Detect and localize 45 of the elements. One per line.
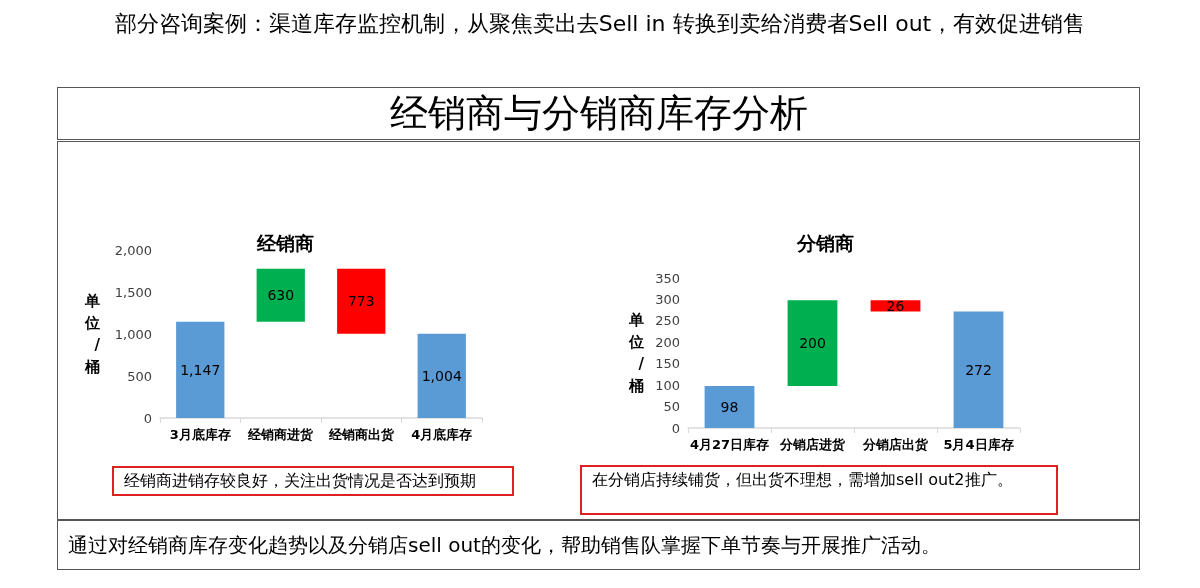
y-tick-label: 150	[655, 356, 680, 372]
y-tick-label: 2,000	[114, 242, 152, 258]
text: 经销商与分销商库存分析	[57, 87, 1140, 140]
y-tick-label: 1,500	[114, 284, 152, 300]
data-label: 26	[886, 297, 905, 314]
bar	[417, 333, 466, 418]
text: 通过对经销商库存变化趋势以及分销店sell out的变化，帮助销售队掌握下单节奏与开展推广活动。	[57, 520, 1140, 570]
y-tick-label: 350	[655, 270, 680, 286]
data-label: 630	[267, 287, 295, 304]
chart-title: 经销商	[255, 231, 314, 254]
y-tick-label: 1,000	[114, 326, 152, 342]
y-axis-title: 单位/桶	[84, 292, 101, 376]
y-tick-label: 200	[655, 334, 680, 350]
x-tick-label: 3月底库存	[169, 427, 231, 442]
bar	[337, 268, 386, 334]
chart-title: 分销商	[795, 231, 854, 254]
text: 部分咨询案例：渠道库存监控机制，从聚焦卖出去Sell in 转换到卖给消费者Sell out，有效促进销售	[113, 10, 1087, 38]
y-tick-label: 250	[655, 313, 680, 329]
y-tick-label: 0	[671, 420, 680, 436]
y-tick-label: 500	[127, 368, 152, 384]
data-label: 1,147	[180, 361, 221, 378]
data-label: 98	[720, 399, 739, 415]
y-tick-label: 300	[655, 291, 680, 307]
data-label: 1,004	[421, 367, 462, 384]
bar	[256, 268, 305, 322]
bar	[953, 311, 1004, 428]
data-label: 200	[799, 335, 826, 352]
bar	[176, 321, 225, 418]
data-label: 773	[347, 293, 375, 310]
text: 在分销店持续铺货，但出货不理想，需增加sell out2推广。	[580, 465, 1058, 515]
y-tick-label: 100	[655, 377, 680, 393]
x-tick-label: 4月底库存	[411, 427, 473, 442]
x-tick-label: 5月4日库存	[943, 437, 1014, 452]
y-tick-label: 50	[663, 399, 680, 415]
y-axis-title: 单位/桶	[628, 311, 645, 395]
bar	[787, 300, 838, 386]
x-tick-label: 4月27日库存	[689, 437, 770, 452]
x-tick-label: 经销商出货	[327, 427, 395, 442]
data-label: 272	[965, 361, 992, 378]
x-tick-label: 分销店出货	[862, 437, 929, 452]
x-tick-label: 分销店进货	[779, 437, 846, 452]
x-tick-label: 经销商进货	[247, 427, 315, 442]
bar	[704, 386, 755, 428]
y-tick-label: 0	[143, 410, 152, 426]
text: 经销商进销存较良好，关注出货情况是否达到预期	[112, 466, 514, 496]
